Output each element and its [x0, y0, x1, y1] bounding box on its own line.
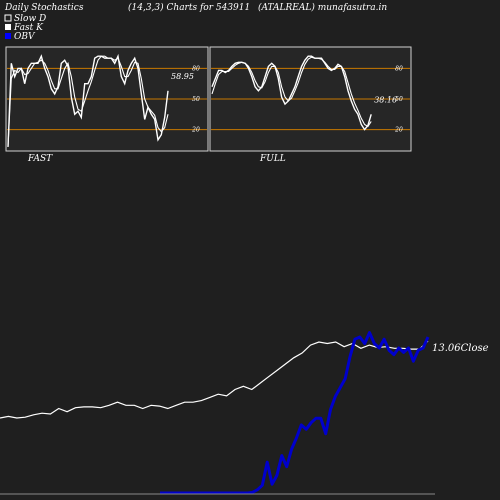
- legend-swatch-slow-d: [4, 14, 12, 22]
- level-label-50: 50: [395, 96, 403, 103]
- fast-panel-label: FAST: [27, 154, 53, 164]
- full-panel-label: FULL: [259, 154, 286, 164]
- chart-symbol: (ATALREAL) munafasutra.in: [258, 2, 387, 13]
- legend-swatch-obv: [5, 33, 11, 39]
- close-value-label: 13.06Close: [432, 343, 489, 354]
- series-slow-d: [7, 55, 169, 147]
- chart-params: (14,3,3) Charts for 543911: [128, 2, 250, 13]
- level-label-20: 20: [191, 127, 200, 134]
- full-stochastics-panel: 20 50 80 38.16: [209, 46, 412, 152]
- price-obv-panel: [0, 331, 430, 495]
- legend-label-slow-d: Slow D: [14, 14, 46, 24]
- series-slow-d: [211, 56, 372, 128]
- last-value-label: 38.16: [374, 95, 397, 104]
- series-obv: [160, 331, 430, 495]
- level-label-80: 80: [395, 65, 403, 72]
- chart-title: Daily Stochastics: [4, 3, 84, 13]
- close-suffix: Close: [461, 343, 489, 354]
- legend-swatch-fast-k: [5, 24, 11, 30]
- last-value-label: 58.95: [171, 72, 194, 81]
- level-label-50: 50: [192, 96, 200, 103]
- legend: Slow D Fast K OBV: [4, 14, 46, 42]
- series-close: [0, 340, 429, 419]
- close-value: 13.06: [432, 343, 461, 354]
- level-label-20: 20: [394, 127, 403, 134]
- legend-label-fast-k: Fast K: [13, 23, 44, 33]
- level-label-80: 80: [192, 65, 200, 72]
- series-fast-k: [211, 55, 372, 131]
- legend-label-obv: OBV: [14, 32, 36, 42]
